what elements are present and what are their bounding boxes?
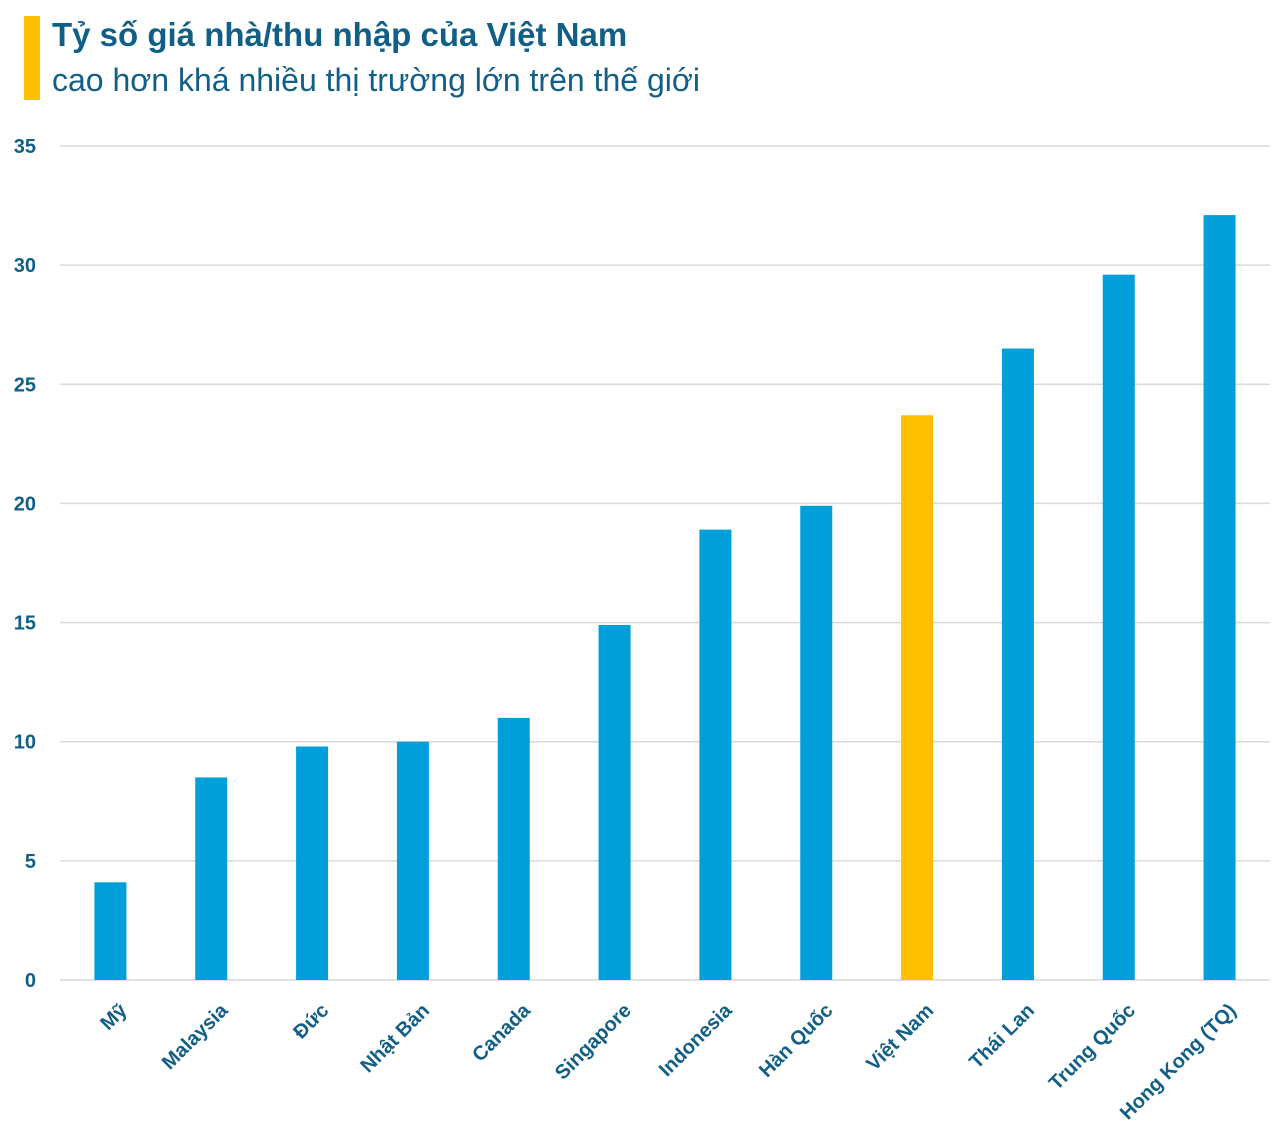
y-tick-label: 0 [25, 970, 36, 992]
x-tick-label: Trung Quốc [1045, 1000, 1140, 1095]
bars [94, 215, 1236, 981]
y-tick-label: 30 [14, 255, 36, 277]
chart-title: Tỷ số giá nhà/thu nhập của Việt Nam [52, 16, 628, 53]
x-tick-label: Indonesia [655, 999, 737, 1081]
bar-6 [699, 529, 732, 980]
bar-1 [195, 777, 228, 980]
bar-8 [901, 415, 934, 981]
x-tick-label: Mỹ [96, 999, 132, 1035]
x-tick-label: Đức [289, 1000, 333, 1044]
y-tick-label: 5 [25, 851, 36, 873]
bar-5 [598, 624, 631, 980]
x-tick-label: Thái Lan [965, 1000, 1039, 1074]
bar-9 [1001, 348, 1034, 980]
title-accent-bar [24, 16, 40, 100]
x-tick-label: Malaysia [158, 999, 233, 1074]
y-tick-label: 20 [14, 493, 36, 515]
bar-10 [1102, 274, 1135, 980]
y-axis-ticks: 0 5 10 15 20 25 30 35 [14, 136, 36, 992]
chart-subtitle: cao hơn khá nhiều thị trường lớn trên th… [52, 62, 700, 98]
bar-11 [1203, 215, 1236, 981]
y-tick-label: 15 [14, 613, 36, 635]
y-tick-label: 35 [14, 136, 36, 158]
x-axis-ticks: Mỹ Malaysia Đức Nhật Bản Canada Singapore Indo… [96, 999, 1240, 1124]
x-tick-label: Việt Nam [862, 1000, 938, 1076]
x-tick-label: Canada [468, 999, 535, 1066]
y-tick-label: 10 [14, 732, 36, 754]
bar-2 [296, 746, 329, 980]
x-tick-label: Hàn Quốc [755, 1000, 837, 1082]
bar-3 [396, 741, 429, 980]
x-tick-label: Nhật Bản [356, 1000, 434, 1078]
x-tick-label: Singapore [551, 1000, 636, 1085]
bar-4 [497, 717, 530, 980]
gridlines [60, 145, 1270, 981]
bar-7 [800, 505, 833, 980]
bar-0 [94, 882, 127, 980]
y-tick-label: 25 [14, 374, 36, 396]
